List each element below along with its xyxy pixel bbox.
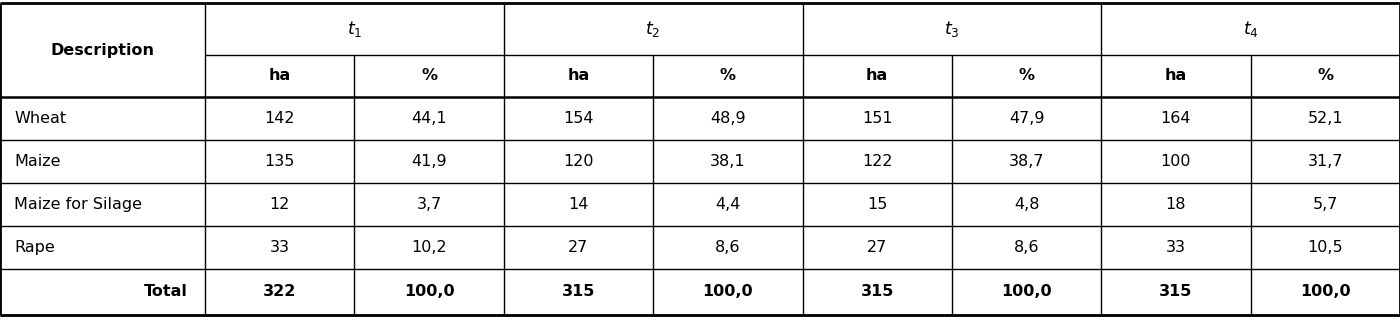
Text: 4,8: 4,8 [1014, 197, 1039, 212]
Text: 151: 151 [862, 111, 893, 126]
Text: ha: ha [1165, 68, 1187, 83]
Text: 52,1: 52,1 [1308, 111, 1343, 126]
Text: 315: 315 [861, 285, 893, 300]
Text: 18: 18 [1166, 197, 1186, 212]
Text: Maize: Maize [14, 154, 60, 169]
Text: $t_1$: $t_1$ [347, 19, 363, 39]
Text: 4,4: 4,4 [715, 197, 741, 212]
Text: 154: 154 [563, 111, 594, 126]
Text: 164: 164 [1161, 111, 1191, 126]
Text: 315: 315 [1159, 285, 1193, 300]
Text: Rape: Rape [14, 240, 55, 255]
Text: 8,6: 8,6 [715, 240, 741, 255]
Text: 100,0: 100,0 [403, 285, 455, 300]
Text: Maize for Silage: Maize for Silage [14, 197, 141, 212]
Text: 322: 322 [263, 285, 297, 300]
Text: 8,6: 8,6 [1014, 240, 1039, 255]
Text: 44,1: 44,1 [412, 111, 447, 126]
Text: $t_2$: $t_2$ [645, 19, 661, 39]
Text: 33: 33 [1166, 240, 1186, 255]
Text: $t_4$: $t_4$ [1243, 19, 1259, 39]
Text: 38,1: 38,1 [710, 154, 746, 169]
Text: %: % [421, 68, 437, 83]
Text: Wheat: Wheat [14, 111, 66, 126]
Text: 10,2: 10,2 [412, 240, 447, 255]
Text: 33: 33 [270, 240, 290, 255]
Text: 100,0: 100,0 [1001, 285, 1051, 300]
Text: 27: 27 [568, 240, 588, 255]
Text: ha: ha [867, 68, 889, 83]
Text: ha: ha [269, 68, 291, 83]
Text: 3,7: 3,7 [416, 197, 441, 212]
Text: 315: 315 [561, 285, 595, 300]
Text: 5,7: 5,7 [1313, 197, 1338, 212]
Text: %: % [1317, 68, 1333, 83]
Text: $t_3$: $t_3$ [944, 19, 959, 39]
Text: 41,9: 41,9 [412, 154, 447, 169]
Text: 14: 14 [568, 197, 588, 212]
Text: 48,9: 48,9 [710, 111, 746, 126]
Text: 12: 12 [269, 197, 290, 212]
Text: 142: 142 [265, 111, 295, 126]
Text: %: % [1019, 68, 1035, 83]
Text: 31,7: 31,7 [1308, 154, 1343, 169]
Text: %: % [720, 68, 736, 83]
Text: Total: Total [144, 285, 188, 300]
Text: 122: 122 [862, 154, 892, 169]
Text: 100,0: 100,0 [1301, 285, 1351, 300]
Text: Description: Description [50, 42, 154, 57]
Text: ha: ha [567, 68, 589, 83]
Text: 135: 135 [265, 154, 295, 169]
Text: 47,9: 47,9 [1009, 111, 1044, 126]
Text: 10,5: 10,5 [1308, 240, 1343, 255]
Text: 15: 15 [867, 197, 888, 212]
Text: 100,0: 100,0 [703, 285, 753, 300]
Text: 100: 100 [1161, 154, 1191, 169]
Text: 27: 27 [867, 240, 888, 255]
Text: 120: 120 [563, 154, 594, 169]
Text: 38,7: 38,7 [1009, 154, 1044, 169]
